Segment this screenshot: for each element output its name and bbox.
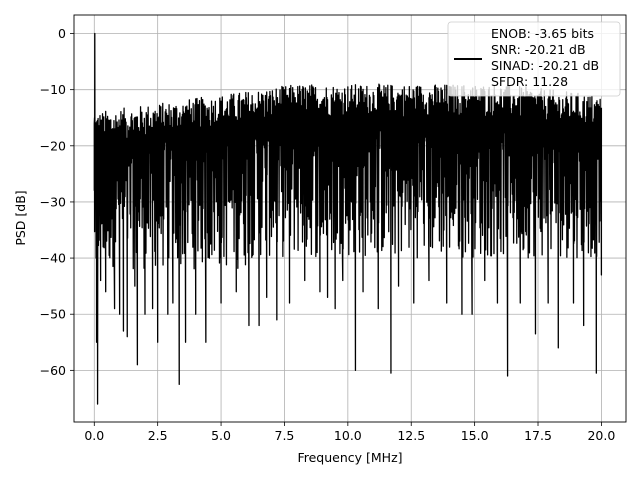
legend-line-enob: ENOB: -3.65 bits	[491, 26, 594, 41]
y-tick-label: 0	[58, 26, 66, 41]
y-tick-label: −10	[40, 82, 66, 97]
x-tick-label: 7.5	[275, 428, 295, 443]
y-tick-label: −20	[40, 138, 66, 153]
x-tick-label: 12.5	[397, 428, 425, 443]
legend-line-snr: SNR: -20.21 dB	[491, 42, 586, 57]
x-axis-ticks: 0.0 2.5 5.0 7.5 10.0 12.5 15.0 17.5 20.0	[84, 422, 615, 443]
x-tick-label: 15.0	[461, 428, 489, 443]
y-tick-label: −50	[40, 307, 66, 322]
axes-frame	[73, 14, 627, 423]
x-tick-label: 20.0	[587, 428, 615, 443]
x-tick-label: 17.5	[524, 428, 552, 443]
y-tick-label: −60	[40, 363, 66, 378]
x-axis-label: Frequency [MHz]	[297, 450, 402, 465]
legend-line-sfdr: SFDR: 11.28	[491, 74, 568, 89]
x-tick-label: 5.0	[211, 428, 231, 443]
y-tick-label: −40	[40, 251, 66, 266]
legend-box	[447, 21, 621, 97]
legend-line-sinad: SINAD: -20.21 dB	[491, 58, 599, 73]
x-tick-label: 10.0	[334, 428, 362, 443]
psd-series-line	[93, 32, 603, 405]
y-axis-label: PSD [dB]	[13, 190, 28, 245]
x-tick-label: 2.5	[148, 428, 168, 443]
y-axis-ticks: 0 −10 −20 −30 −40 −50 −60	[40, 26, 74, 378]
legend: ENOB: -3.65 bits SNR: -20.21 dB SINAD: -…	[447, 21, 621, 97]
x-tick-label: 0.0	[84, 428, 104, 443]
y-tick-label: −30	[40, 194, 66, 209]
plot-area	[93, 32, 603, 405]
